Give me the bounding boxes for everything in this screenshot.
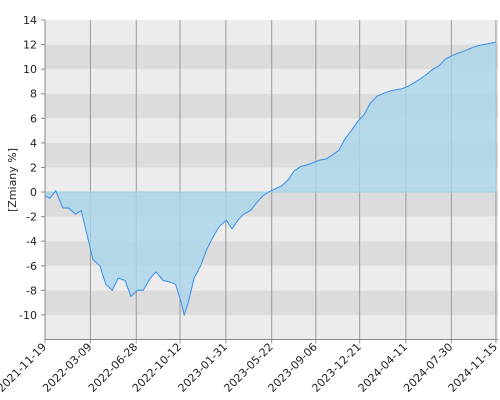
y-tick-label: 6 — [30, 112, 37, 125]
y-tick-label: 14 — [23, 14, 37, 27]
y-tick-label: -8 — [26, 284, 37, 297]
y-tick-label: 0 — [30, 186, 37, 199]
y-tick-label: 8 — [30, 88, 37, 101]
y-tick-label: -4 — [26, 235, 37, 248]
y-tick-label: 4 — [30, 137, 37, 150]
y-tick-label: 10 — [23, 63, 37, 76]
y-tick-label: -2 — [26, 211, 37, 224]
area — [45, 42, 496, 315]
y-tick-label: 12 — [23, 39, 37, 52]
y-axis-label: [Zmiany %] — [6, 148, 19, 212]
y-tick-label: -6 — [26, 260, 37, 273]
y-tick-label: 2 — [30, 161, 37, 174]
y-tick-label: -10 — [19, 309, 37, 322]
line — [44, 41, 497, 317]
